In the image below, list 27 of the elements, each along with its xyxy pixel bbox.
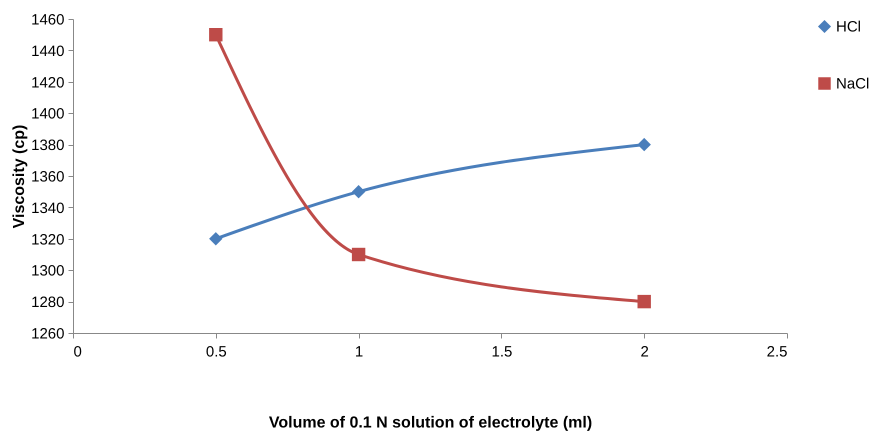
point [637, 294, 651, 308]
y-tick-label: 1320 [31, 231, 64, 248]
point [637, 138, 651, 152]
x-tick-label: 0 [74, 344, 82, 360]
y-axis-title: Viscosity (cp) [11, 124, 28, 228]
point [209, 232, 223, 246]
y-tick-label: 1420 [31, 74, 64, 92]
y-tick-label: 1460 [31, 12, 64, 28]
x-tick-label: 1.5 [491, 344, 512, 360]
point [352, 184, 366, 198]
y-tick-label: 1300 [31, 262, 64, 280]
point [209, 28, 223, 42]
x-tick-label: 1 [354, 344, 364, 360]
point [352, 248, 366, 262]
x-tick-label: 2.5 [766, 344, 788, 360]
y-tick-label: 1400 [31, 106, 64, 123]
legend-label: NaCl [836, 76, 870, 92]
y-tick-label: 1360 [31, 168, 64, 186]
x-axis-title: Volume of 0.1 N solution of electrolyte (ml) [268, 414, 592, 432]
y-tick-label: 1260 [31, 326, 64, 342]
y-tick-label: 1280 [31, 294, 64, 312]
y-tick-label: 1380 [31, 137, 64, 154]
x-tick-label: 0.5 [206, 344, 227, 360]
y-tick-label: 1340 [31, 200, 64, 217]
legend-label: HCl [836, 18, 861, 36]
y-tick-label: 1440 [31, 42, 64, 60]
x-tick-label: 2 [640, 344, 649, 360]
